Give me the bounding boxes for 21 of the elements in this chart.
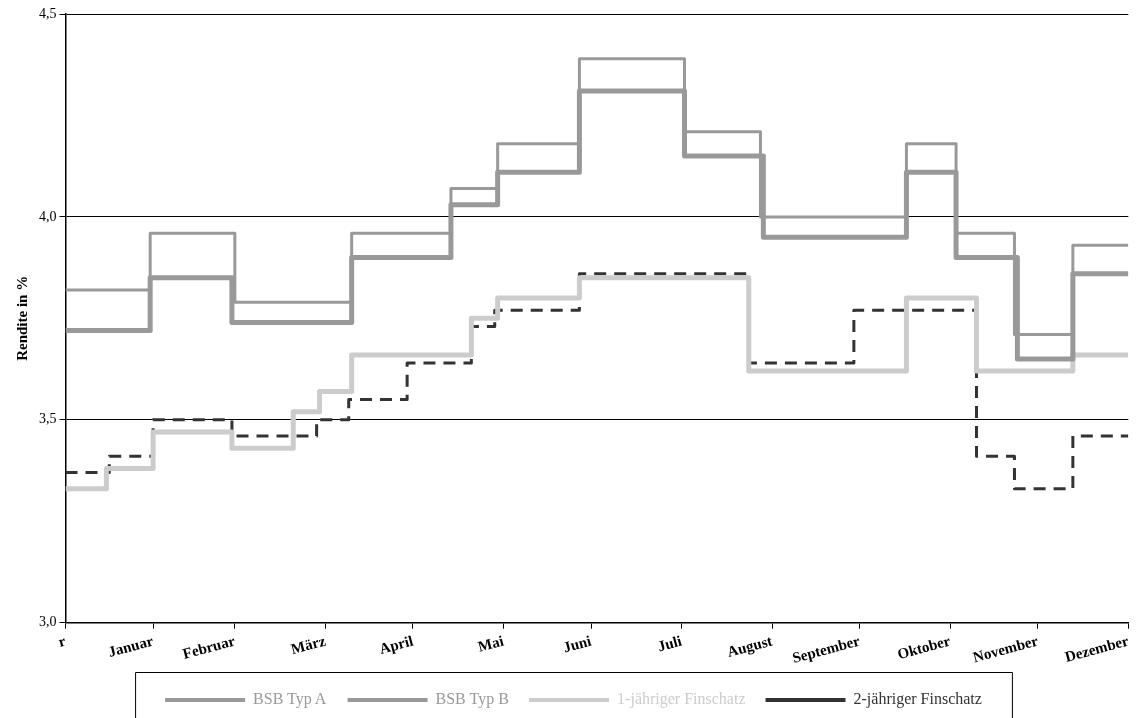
- legend-label: BSB Typ A: [253, 690, 327, 709]
- x-tick-label: November: [971, 632, 1040, 666]
- x-tick-label: Dezember: [1063, 632, 1131, 665]
- x-tick-label: Januar: [106, 632, 156, 660]
- x-tick-label: September: [790, 632, 862, 666]
- y-axis-title: Rendite in %: [13, 275, 30, 361]
- y-tick-label: 3,5: [39, 411, 57, 427]
- y-tick-label: 4,0: [39, 208, 57, 224]
- x-tick-label: April: [377, 632, 415, 657]
- x-tick-label: Juni: [561, 632, 593, 656]
- x-tick-label: März: [289, 632, 328, 658]
- y-tick-label: 4,5: [39, 5, 57, 21]
- x-tick-label: r: [56, 632, 68, 650]
- x-tick-label: Oktober: [895, 632, 953, 663]
- x-tick-label: Mai: [476, 632, 506, 655]
- x-tick-label: August: [725, 632, 774, 660]
- x-tick-label: Juli: [655, 632, 684, 655]
- x-tick-label: Februar: [180, 632, 237, 662]
- y-tick-label: 3,0: [39, 614, 57, 630]
- legend-label: BSB Typ B: [435, 690, 509, 709]
- legend-label: 2-jähriger Finschatz: [853, 690, 982, 709]
